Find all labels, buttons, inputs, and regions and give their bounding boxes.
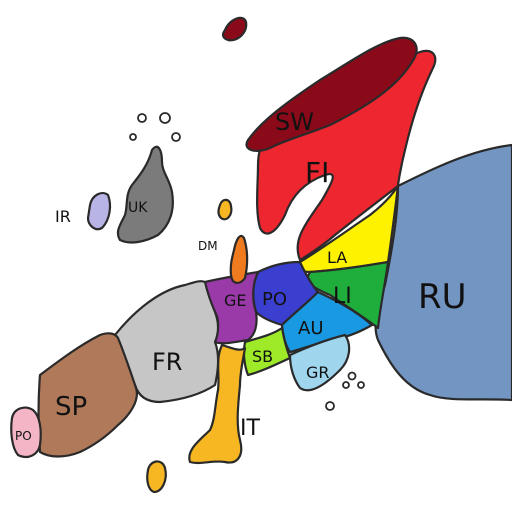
region-serbia[interactable]	[242, 326, 292, 377]
region-denmark-island	[217, 198, 233, 221]
region-france[interactable]	[113, 280, 220, 404]
region-sweden[interactable]	[245, 36, 418, 152]
label-fi: FI	[305, 156, 329, 189]
region-portugal[interactable]	[10, 406, 42, 459]
label-pt: PO	[15, 429, 32, 443]
greek-island-3	[357, 381, 365, 389]
uk-island-3	[171, 132, 181, 142]
label-it: IT	[240, 416, 260, 441]
label-po: PO	[262, 289, 287, 310]
label-li: LI	[333, 284, 352, 309]
region-denmark[interactable]	[229, 234, 249, 284]
label-fr: FR	[152, 348, 182, 376]
greek-island-4	[325, 401, 335, 411]
label-dm: DM	[198, 239, 218, 253]
label-ru: RU	[418, 277, 467, 317]
uk-island-2	[159, 112, 171, 124]
region-spain[interactable]	[37, 332, 138, 458]
label-uk: UK	[128, 200, 148, 216]
uk-island-4	[129, 133, 137, 141]
label-gr: GR	[306, 363, 330, 382]
label-sp: SP	[55, 392, 87, 422]
label-la: LA	[327, 248, 347, 267]
label-sw: SW	[275, 108, 314, 136]
region-italy[interactable]	[188, 343, 247, 465]
greek-island-2	[342, 381, 350, 389]
label-au: AU	[298, 318, 324, 339]
uk-island-1	[137, 113, 147, 123]
label-sb: SB	[252, 347, 273, 366]
greek-island-1	[347, 371, 357, 381]
region-ireland[interactable]	[86, 191, 112, 231]
region-lithuania[interactable]	[304, 260, 390, 330]
region-sweden-island	[221, 16, 248, 42]
region-austria[interactable]	[280, 290, 374, 354]
region-italy-island	[146, 460, 167, 494]
label-ir: IR	[55, 207, 71, 226]
region-greece[interactable]	[288, 333, 351, 392]
label-ge: GE	[224, 291, 247, 310]
region-uk[interactable]	[116, 145, 174, 244]
